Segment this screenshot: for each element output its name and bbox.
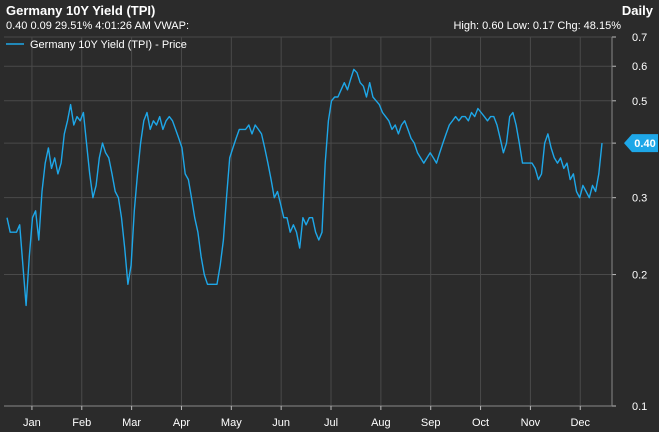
x-tick-label-jul: Jul xyxy=(324,417,338,429)
y-tick-label: 0.6 xyxy=(632,61,647,73)
x-tick-label-dec: Dec xyxy=(570,417,590,429)
x-tick-label-may: May xyxy=(221,417,242,429)
y-tick-label: 0.7 xyxy=(632,32,647,44)
x-tick-label-nov: Nov xyxy=(521,417,541,429)
y-tick-label: 0.2 xyxy=(632,270,647,282)
x-tick-label-mar: Mar xyxy=(122,417,141,429)
x-tick-label-jun: Jun xyxy=(272,417,290,429)
x-axis: Jan Feb Mar Apr May Jun Jul Aug Sep Oct Nov Dec xyxy=(4,406,612,429)
y-tick-label: 0.5 xyxy=(632,96,647,108)
x-tick-label-aug: Aug xyxy=(371,417,391,429)
x-tick-label-sep: Sep xyxy=(421,417,441,429)
y-tick-label: 0.3 xyxy=(632,193,647,205)
x-tick-label-apr: Apr xyxy=(173,417,190,429)
series-layer xyxy=(7,69,602,305)
badge-value: 0.40 xyxy=(634,138,655,150)
last-price-badge: 0.40 xyxy=(624,134,658,152)
y-tick-label: 0.1 xyxy=(632,401,647,413)
legend: Germany 10Y Yield (TPI) - Price xyxy=(6,39,187,51)
x-tick-label-jan: Jan xyxy=(23,417,41,429)
x-tick-label-feb: Feb xyxy=(72,417,91,429)
price-line[interactable] xyxy=(7,69,602,305)
legend-label: Germany 10Y Yield (TPI) - Price xyxy=(30,39,187,51)
x-tick-label-oct: Oct xyxy=(472,417,489,429)
y-axis: 0.70.60.50.40.30.20.1 xyxy=(612,32,647,413)
